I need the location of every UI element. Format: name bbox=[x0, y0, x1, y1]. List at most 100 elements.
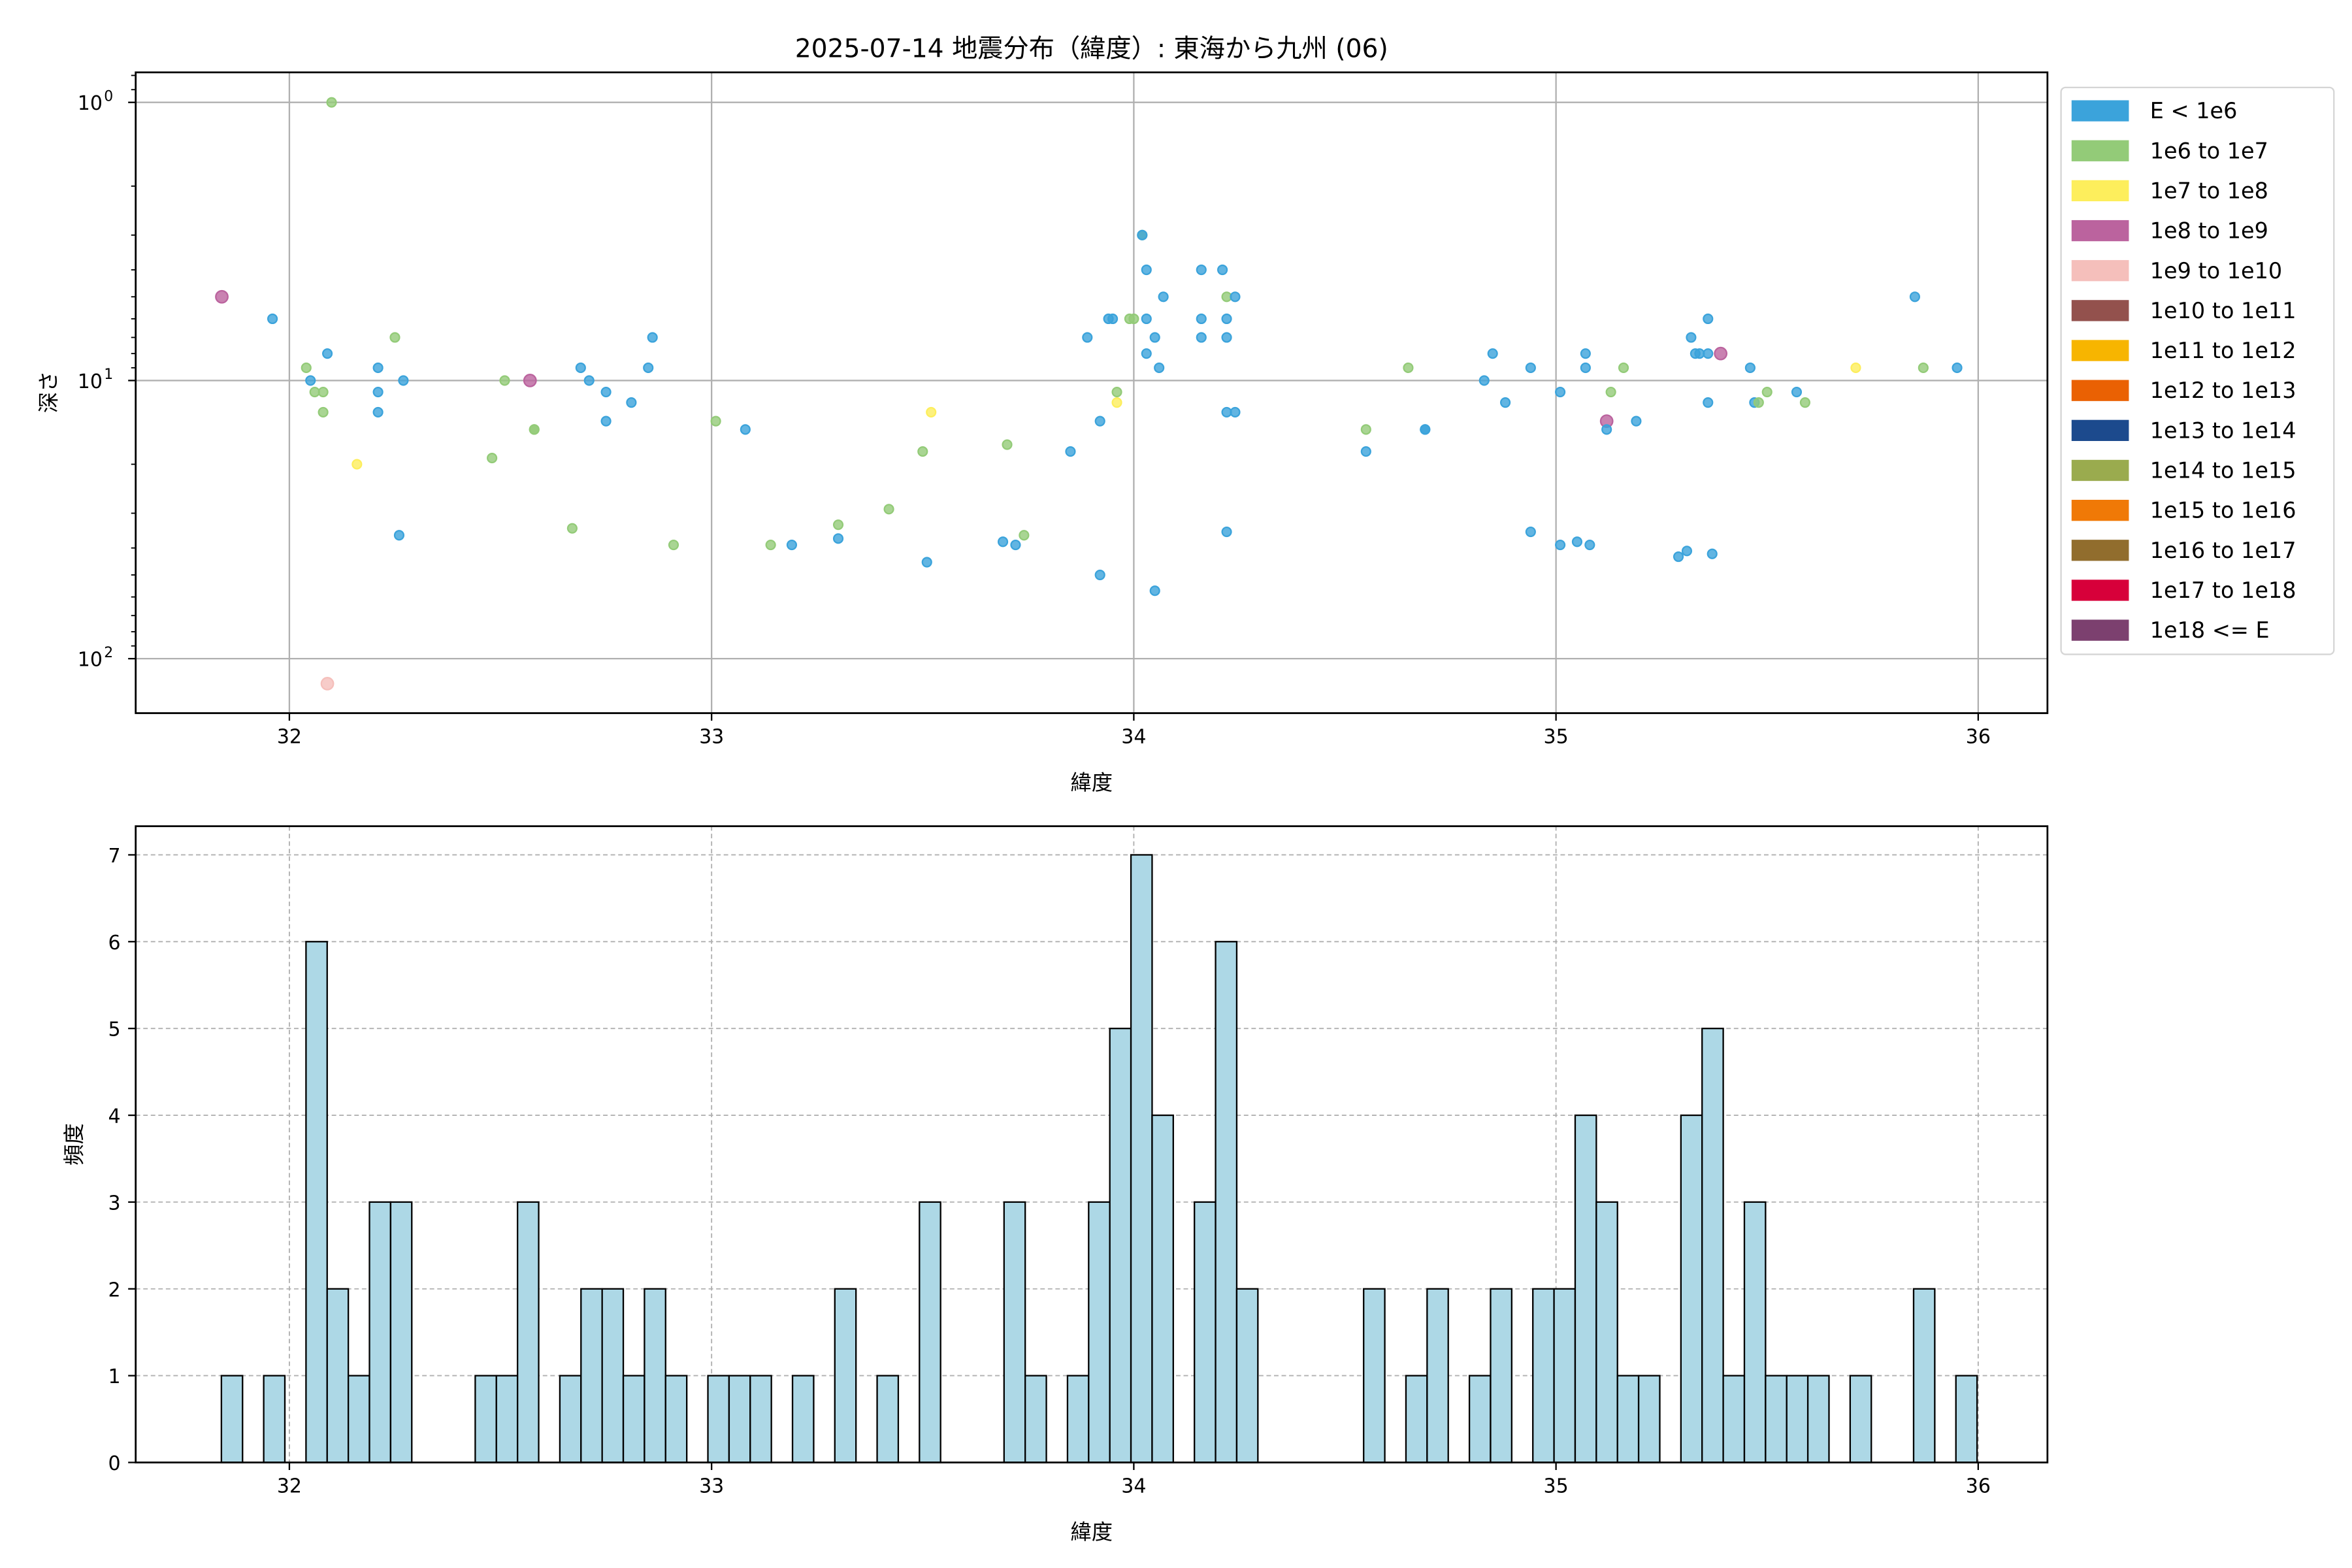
scatter-point bbox=[372, 362, 384, 374]
histogram-bar bbox=[1024, 1375, 1047, 1463]
scatter-point bbox=[1141, 313, 1152, 325]
scatter-point bbox=[1580, 348, 1591, 359]
y-tick-label: 10 bbox=[78, 649, 103, 672]
legend-swatch bbox=[2071, 580, 2129, 601]
legend-box bbox=[2060, 86, 2335, 655]
scatter-point bbox=[1149, 585, 1160, 596]
scatter-point bbox=[832, 533, 844, 544]
scatter-point bbox=[398, 375, 409, 386]
scatter-point bbox=[326, 97, 337, 108]
scatter-point bbox=[529, 424, 540, 435]
scatter-point bbox=[710, 416, 721, 427]
scatter-point bbox=[1681, 546, 1693, 557]
histogram-bar bbox=[516, 1201, 540, 1463]
y-tick-label: 0 bbox=[108, 1452, 121, 1475]
scatter-point bbox=[1918, 362, 1929, 374]
histogram-bar bbox=[580, 1288, 603, 1463]
scatter-point bbox=[351, 459, 363, 470]
legend-label: 1e11 to 1e12 bbox=[2150, 338, 2296, 363]
scatter-point bbox=[1019, 530, 1030, 541]
legend-label: 1e15 to 1e16 bbox=[2150, 498, 2296, 523]
legend-swatch bbox=[2071, 300, 2129, 321]
scatter-point bbox=[1761, 386, 1772, 398]
scatter-point bbox=[566, 523, 578, 534]
y-tick-label: 3 bbox=[108, 1192, 121, 1215]
histogram-bar bbox=[1426, 1288, 1449, 1463]
legend-swatch bbox=[2071, 419, 2129, 441]
histogram-bar bbox=[1680, 1114, 1703, 1463]
legend-label: 1e9 to 1e10 bbox=[2150, 258, 2282, 284]
scatter-point bbox=[305, 375, 316, 386]
histogram-bar bbox=[1194, 1201, 1217, 1463]
legend-swatch bbox=[2071, 540, 2129, 561]
legend-swatch bbox=[2071, 500, 2129, 521]
scatter-point bbox=[1403, 362, 1414, 374]
scatter-point bbox=[1605, 386, 1616, 398]
y-tick-label: 7 bbox=[108, 845, 121, 868]
x-tick-label: 36 bbox=[1966, 1475, 1991, 1498]
histogram-bar bbox=[707, 1375, 730, 1463]
scatter-point bbox=[1002, 439, 1013, 450]
scatter-point bbox=[1601, 424, 1612, 435]
histogram-bar bbox=[1574, 1114, 1597, 1463]
scatter-point bbox=[997, 536, 1009, 547]
scatter-point bbox=[322, 348, 333, 359]
scatter-point bbox=[626, 397, 637, 408]
scatter-point bbox=[1525, 362, 1536, 374]
scatter-point bbox=[309, 386, 320, 398]
scatter-point bbox=[1137, 229, 1148, 240]
legend-label: 1e13 to 1e14 bbox=[2150, 417, 2296, 443]
scatter-point bbox=[1744, 362, 1756, 374]
scatter-point bbox=[1230, 291, 1241, 302]
scatter-point bbox=[1714, 346, 1728, 361]
scatter-point bbox=[1909, 291, 1921, 302]
legend-swatch bbox=[2071, 619, 2129, 641]
histogram-bar bbox=[1235, 1288, 1259, 1463]
scatter-point bbox=[1703, 313, 1714, 325]
histogram-bar bbox=[1806, 1375, 1830, 1463]
scatter-point bbox=[1850, 362, 1861, 374]
histogram-bar bbox=[1637, 1375, 1661, 1463]
y-tick-label: 2 bbox=[108, 1279, 121, 1301]
legend-swatch bbox=[2071, 380, 2129, 401]
scatter-point bbox=[318, 386, 329, 398]
legend-label: E < 1e6 bbox=[2150, 98, 2238, 123]
scatter-point bbox=[372, 406, 384, 418]
scatter-point bbox=[1221, 526, 1232, 538]
legend-label: 1e10 to 1e11 bbox=[2150, 298, 2296, 323]
scatter-point bbox=[600, 386, 612, 398]
legend-label: 1e16 to 1e17 bbox=[2150, 538, 2296, 563]
histogram-bar bbox=[728, 1375, 751, 1463]
histogram-x-axis-label: 緯度 bbox=[1070, 1520, 1113, 1544]
scatter-point bbox=[1799, 397, 1810, 408]
scatter-point bbox=[1094, 569, 1105, 581]
histogram-bar bbox=[664, 1375, 688, 1463]
scatter-point bbox=[647, 332, 658, 343]
scatter-point bbox=[1128, 313, 1139, 325]
scatter-point bbox=[499, 375, 510, 386]
scatter-point bbox=[1217, 264, 1228, 276]
scatter-point bbox=[668, 539, 679, 551]
scatter-point bbox=[215, 289, 229, 304]
histogram-bar bbox=[834, 1288, 857, 1463]
scatter-point bbox=[883, 504, 894, 515]
histogram-bar bbox=[1701, 1028, 1724, 1463]
histogram-plot-frame bbox=[135, 825, 2049, 1463]
y-tick-label: 10 bbox=[78, 92, 103, 115]
scatter-point bbox=[1158, 291, 1169, 302]
scatter-point bbox=[1618, 362, 1629, 374]
legend-swatch bbox=[2071, 220, 2129, 242]
scatter-point bbox=[1360, 424, 1371, 435]
histogram-bar bbox=[601, 1288, 625, 1463]
histogram-bar bbox=[1468, 1375, 1492, 1463]
scatter-point bbox=[372, 386, 384, 398]
scatter-point bbox=[1500, 397, 1511, 408]
histogram-bar bbox=[263, 1375, 286, 1463]
x-tick-label: 34 bbox=[1121, 1475, 1146, 1498]
legend-label: 1e6 to 1e7 bbox=[2150, 138, 2268, 163]
legend-swatch bbox=[2071, 340, 2129, 361]
histogram-bar bbox=[1130, 854, 1153, 1463]
histogram-bar bbox=[1722, 1375, 1746, 1463]
scatter-point bbox=[1221, 332, 1232, 343]
